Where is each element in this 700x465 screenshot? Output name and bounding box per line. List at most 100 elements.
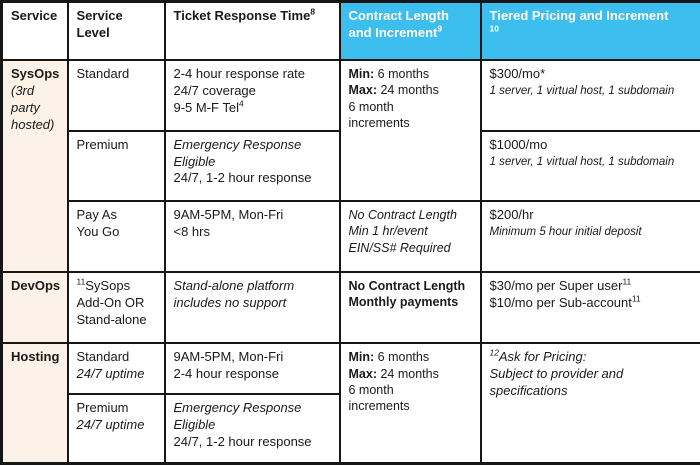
ticket-italic: Stand-alone platform includes no support	[173, 277, 295, 310]
ticket-line: 9-5 M-F Tel	[173, 99, 240, 115]
price-cell-sysops-premium: $1000/mo 1 server, 1 virtual host, 1 sub…	[479, 129, 700, 203]
price-line: Ask for Pricing:	[498, 349, 587, 365]
service-name-sysops: SysOps	[11, 66, 60, 81]
header-pricing-label: Tiered Pricing and Increment	[489, 8, 669, 23]
ticket-cell-devops: Stand-alone platform includes no support	[163, 270, 341, 345]
footnote-8: 8	[310, 6, 316, 17]
level-label: Standard	[76, 66, 130, 81]
header-service-level-label: Service Level	[76, 8, 123, 40]
row-hosting-premium: Premium 24/7 uptime Emergency Response E…	[2, 392, 700, 465]
level-label: You Go	[76, 224, 120, 240]
level-cell-devops: 11SySops Add-On OR Stand-alone	[66, 270, 166, 345]
price-note: 1 server, 1 virtual host, 1 subdomain	[489, 84, 675, 97]
ticket-cell-sysops-premium: Emergency Response Eligible 24/7, 1-2 ho…	[163, 129, 341, 203]
price-line: Subject to provider and specifications	[489, 366, 624, 399]
service-name-hosting: Hosting	[11, 349, 60, 365]
ticket-italic: Emergency Response Eligible	[173, 399, 302, 432]
min-label: Min:	[348, 350, 375, 365]
level-label: Premium	[76, 399, 129, 415]
service-name-devops: DevOps	[11, 277, 61, 293]
row-sysops-premium: Premium Emergency Response Eligible 24/7…	[2, 129, 700, 203]
contract-line: No Contract Length	[348, 278, 466, 293]
price-value: $200/hr	[489, 207, 534, 223]
ticket-line: 9AM-5PM, Mon-Fri	[173, 207, 284, 223]
price-value: $300/mo*	[489, 66, 546, 81]
contract-cell-sysops-payg: No Contract Length Min 1 hr/event EIN/SS…	[338, 200, 482, 273]
header-ticket-response: Ticket Response Time8	[163, 0, 341, 61]
level-label: Premium	[76, 136, 129, 152]
footnote-11: 11	[631, 293, 641, 304]
header-contract: Contract Length and Increment9	[338, 0, 482, 61]
price-value: $10/mo per Sub-account	[489, 294, 632, 310]
ticket-line: 9AM-5PM, Mon-Fri	[173, 349, 284, 365]
contract-line: Min 1 hr/event	[348, 224, 428, 239]
price-note: Minimum 5 hour initial deposit	[489, 226, 642, 239]
price-value: $1000/mo	[489, 136, 548, 152]
level-cell-sysops-payg: Pay As You Go	[66, 200, 166, 273]
header-service-level: Service Level	[66, 0, 166, 61]
level-note: 24/7 uptime	[76, 416, 145, 432]
footnote-11: 11	[76, 276, 86, 287]
header-ticket-label: Ticket Response Time	[173, 8, 311, 23]
service-cell-sysops: SysOps (3rd party hosted)	[0, 59, 69, 273]
price-cell-sysops-standard: $300/mo* 1 server, 1 virtual host, 1 sub…	[479, 59, 700, 132]
service-cell-devops: DevOps	[0, 270, 69, 345]
level-label: Pay As	[76, 207, 117, 223]
max-label: Max:	[348, 366, 377, 381]
max-value: 24 months	[380, 83, 439, 98]
header-contract-label: Contract Length and Increment	[348, 8, 449, 40]
price-cell-sysops-payg: $200/hr Minimum 5 hour initial deposit	[479, 200, 700, 273]
ticket-line: 2-4 hour response rate	[173, 66, 306, 81]
ticket-italic: Emergency Response Eligible	[173, 136, 302, 169]
level-label: Standard	[76, 349, 130, 365]
price-cell-hosting: 12Ask for Pricing: Subject to provider a…	[479, 342, 700, 465]
ticket-line: 24/7, 1-2 hour response	[173, 170, 312, 186]
header-service: Service	[0, 0, 69, 61]
level-cell-sysops-premium: Premium	[66, 129, 166, 203]
header-row: Service Service Level Ticket Response Ti…	[0, 0, 700, 61]
footnote-11: 11	[622, 276, 632, 287]
contract-line: Monthly payments	[348, 295, 459, 310]
header-pricing: Tiered Pricing and Increment 10	[479, 0, 700, 61]
ticket-cell-sysops-standard: 2-4 hour response rate 24/7 coverage 9-5…	[163, 59, 341, 132]
row-devops: DevOps 11SySops Add-On OR Stand-alone St…	[0, 270, 700, 345]
max-value: 24 months	[380, 366, 439, 381]
footnote-10: 10	[489, 23, 499, 34]
contract-line: No Contract Length	[348, 208, 457, 223]
ticket-cell-sysops-payg: 9AM-5PM, Mon-Fri <8 hrs	[163, 200, 341, 273]
min-value: 6 months	[377, 350, 430, 365]
increment-text: 6 month increments	[348, 99, 410, 130]
service-note-sysops: (3rd party hosted)	[11, 82, 55, 132]
price-cell-devops: $30/mo per Super user11 $10/mo per Sub-a…	[479, 270, 700, 345]
contract-cell-sysops: Min: 6 months Max: 24 months 6 month inc…	[338, 58, 482, 203]
row-sysops-payg: Pay As You Go 9AM-5PM, Mon-Fri <8 hrs No…	[2, 200, 700, 273]
level-cell-hosting-premium: Premium 24/7 uptime	[66, 392, 166, 465]
max-label: Max:	[348, 83, 377, 98]
ticket-line: 24/7 coverage	[173, 82, 256, 98]
level-label: Stand-alone	[76, 311, 147, 327]
level-cell-sysops-standard: Standard	[66, 59, 166, 132]
ticket-line: 2-4 hour response	[173, 366, 280, 382]
level-cell-hosting-standard: Standard 24/7 uptime	[66, 342, 166, 395]
min-label: Min:	[348, 67, 375, 81]
min-value: 6 months	[377, 67, 430, 81]
level-note: 24/7 uptime	[76, 366, 145, 382]
service-cell-hosting: Hosting	[0, 342, 69, 465]
price-note: 1 server, 1 virtual host, 1 subdomain	[489, 155, 675, 168]
ticket-cell-hosting-premium: Emergency Response Eligible 24/7, 1-2 ho…	[163, 392, 341, 465]
contract-cell-devops: No Contract Length Monthly payments	[338, 270, 482, 345]
footnote-12: 12	[489, 348, 499, 359]
price-value: $30/mo per Super user	[489, 277, 623, 293]
footnote-9: 9	[437, 23, 443, 34]
increment-text: 6 month increments	[348, 382, 410, 414]
row-hosting-standard: Hosting Standard 24/7 uptime 9AM-5PM, Mo…	[0, 342, 700, 465]
ticket-line: <8 hrs	[173, 224, 211, 240]
header-service-label: Service	[11, 8, 58, 23]
contract-cell-hosting: Min: 6 months Max: 24 months 6 month inc…	[338, 342, 482, 465]
footnote-4: 4	[239, 98, 244, 109]
ticket-cell-hosting-standard: 9AM-5PM, Mon-Fri 2-4 hour response	[163, 342, 341, 395]
ticket-line: 24/7, 1-2 hour response	[173, 433, 312, 449]
row-sysops-standard: SysOps (3rd party hosted) Standard 2-4 h…	[0, 58, 700, 273]
